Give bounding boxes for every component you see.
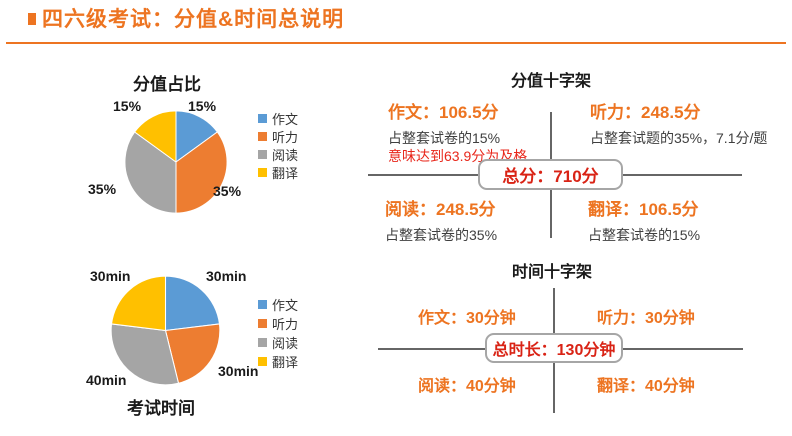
translation-score-note: 占整套试卷的15% [588,227,701,243]
score-pie-title: 分值占比 [133,75,201,94]
title-bullet-square [28,13,36,25]
slice-label-writing: 15% [188,98,217,114]
score-quadrant-reading: 阅读：248.5分 占整套试卷的35% [385,195,497,244]
legend-swatch-listening [258,131,267,141]
listening-score-note: 占整套试题的35%，7.1分/题 [590,130,768,146]
total-score-text: 总分：710分 [502,167,599,186]
listening-score-heading: 听力：248.5分 [590,103,701,122]
legend-label: 作文 [272,111,299,127]
legend-swatch-reading [258,149,267,159]
score-quadrant-translation: 翻译：106.5分 占整套试卷的15% [588,195,700,244]
legend-item-writing: 作文 [258,109,298,127]
legend-item-translation: 翻译 [258,352,298,371]
page-title: 四六级考试：分值&时间总说明 [42,8,345,31]
legend-item-translation: 翻译 [258,163,298,181]
time-pie [110,275,221,386]
score-cross-title: 分值十字架 [510,73,591,90]
score-cross-diagram: 分值十字架 作文：106.5分 占整套试卷的15% 意味达到63.9分为及格 听… [368,62,768,250]
title-divider-line [6,42,786,44]
legend-swatch-translation [258,357,267,366]
legend-label: 作文 [272,298,299,313]
legend-label: 阅读 [272,336,299,351]
legend-label: 听力 [272,129,299,145]
legend-item-reading: 阅读 [258,145,298,163]
legend-item-listening: 听力 [258,314,298,333]
translation-time-label: 翻译：40分钟 [597,378,695,395]
reading-time-label: 阅读：40分钟 [418,378,516,395]
total-score-box: 总分：710分 [478,159,623,190]
legend-swatch-listening [258,319,267,328]
slice-label-listening: 30min [218,363,259,379]
score-quadrant-listening: 听力：248.5分 占整套试题的35%，7.1分/题 [590,98,767,147]
writing-score-note: 占整套试卷的15% [388,130,501,146]
time-cross-title: 时间十字架 [511,264,592,281]
time-cross-diagram: 时间十字架 作文：30分钟 听力：30分钟 阅读：40分钟 翻译：40分钟 总时… [368,255,768,423]
legend-label: 阅读 [272,147,299,163]
reading-score-heading: 阅读：248.5分 [385,200,496,219]
translation-score-heading: 翻译：106.5分 [588,200,699,219]
legend-item-reading: 阅读 [258,333,298,352]
legend-label: 翻译 [272,165,299,181]
legend-item-listening: 听力 [258,127,298,145]
time-pie-chart: 30min 30min 40min 30min 作文 听力 阅读 翻译 考试时间 [80,260,340,418]
slice-label-writing: 30min [206,268,247,284]
slice-label-listening: 35% [213,183,242,199]
listening-time-label: 听力：30分钟 [597,310,695,327]
legend-swatch-writing [258,300,267,309]
slice-label-reading: 40min [86,372,127,388]
time-pie-title: 考试时间 [127,399,195,418]
reading-score-note: 占整套试卷的35% [385,227,498,243]
writing-score-heading: 作文：106.5分 [388,103,499,122]
slice-label-translation: 30min [90,268,131,284]
total-time-text: 总时长：130分钟 [492,342,616,359]
legend-item-writing: 作文 [258,295,298,314]
legend-label: 翻译 [272,355,299,370]
slice-label-translation: 15% [113,98,142,114]
score-quadrant-writing: 作文：106.5分 占整套试卷的15% 意味达到63.9分为及格 [388,98,527,165]
time-pie-legend: 作文 听力 阅读 翻译 [258,295,298,371]
legend-swatch-writing [258,113,267,123]
score-pie-legend: 作文 听力 阅读 翻译 [258,109,298,181]
total-time-box: 总时长：130分钟 [485,333,623,363]
slice-label-reading: 35% [88,181,117,197]
writing-time-label: 作文：30分钟 [418,310,516,327]
score-pie [124,110,228,214]
legend-swatch-translation [258,167,267,177]
legend-label: 听力 [272,317,299,332]
legend-swatch-reading [258,338,267,347]
score-pie-chart: 分值占比 15% 15% 35% 35% 作文 听力 阅读 翻译 [80,62,340,254]
